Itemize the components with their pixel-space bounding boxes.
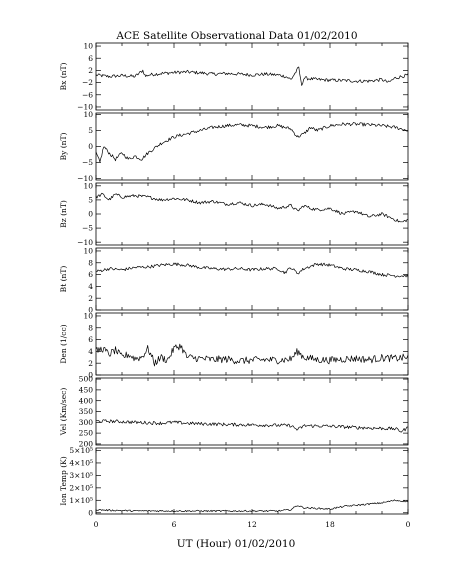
panel-frame <box>95 312 409 376</box>
y-tick-label: −10 <box>77 238 93 247</box>
data-trace <box>95 499 409 513</box>
y-tick-label: 10 <box>83 181 93 190</box>
y-tick-label: 4 <box>88 347 93 356</box>
y-axis-label: Ion Temp (K) <box>59 456 68 505</box>
y-axis-label: Den (1/cc) <box>59 324 68 363</box>
y-tick-label: 10 <box>83 110 93 119</box>
y-tick-label: −10 <box>77 174 93 183</box>
y-tick-label: 350 <box>79 407 94 416</box>
x-tick-label: 18 <box>325 520 335 529</box>
chart-title: ACE Satellite Observational Data 01/02/2… <box>115 30 357 42</box>
y-tick-label: −10 <box>77 103 93 112</box>
panel-3: −10 −5 0 5 10 Bz (nT) <box>59 181 409 247</box>
y-tick-label: 8 <box>88 258 93 267</box>
panel-5: 0 2 4 6 8 10 Den (1/cc) <box>59 312 409 380</box>
data-trace <box>95 343 409 367</box>
y-tick-label: 10 <box>83 42 93 51</box>
y-tick-label: 0 <box>88 371 93 380</box>
y-tick-label: 10 <box>83 247 93 256</box>
y-tick-label: 2 <box>88 359 93 368</box>
y-tick-label: −5 <box>82 158 93 167</box>
x-axis: 0 6 12 18 0 <box>94 520 411 529</box>
y-tick-label: 400 <box>79 396 94 405</box>
y-tick-label: 0 <box>88 210 93 219</box>
y-tick-label: 6 <box>88 335 93 344</box>
panel-frame <box>95 377 409 446</box>
y-tick-label: 8 <box>88 323 93 332</box>
y-axis-label: Bx (nT) <box>59 63 68 91</box>
y-axis-label: Bz (nT) <box>59 200 68 228</box>
y-tick-label: 450 <box>79 385 94 394</box>
y-tick-label: 500 <box>79 375 94 384</box>
y-tick-label: 5×10⁵ <box>69 446 93 455</box>
y-tick-label: 6 <box>88 270 93 279</box>
y-tick-label: 5 <box>88 196 93 205</box>
panels: −10 −6 −2 2 6 10 Bx (nT) −10 −5 0 5 10 By (nT) −10 −5 0… <box>59 42 409 517</box>
panel-2: −10 −5 0 5 10 By (nT) <box>59 110 409 183</box>
y-tick-label: 6 <box>88 54 93 63</box>
data-trace <box>95 122 409 163</box>
y-tick-label: 2 <box>88 294 93 303</box>
x-tick-label: 6 <box>172 520 177 529</box>
y-tick-label: −5 <box>82 224 93 233</box>
y-tick-label: 2 <box>88 66 93 75</box>
panel-4: 0 2 4 6 8 10 Bt (nT) <box>59 247 409 315</box>
y-tick-label: 3×10⁵ <box>69 471 93 480</box>
y-tick-label: −6 <box>82 90 93 99</box>
y-tick-label: 250 <box>79 429 94 438</box>
y-tick-label: 200 <box>79 440 94 449</box>
panel-1: −10 −6 −2 2 6 10 Bx (nT) <box>59 42 409 112</box>
y-tick-label: 2×10⁵ <box>69 483 93 492</box>
y-tick-label: 5 <box>88 126 93 135</box>
x-tick-label: 12 <box>247 520 257 529</box>
panel-frame <box>95 247 409 311</box>
x-tick-label: 0 <box>94 520 99 529</box>
y-tick-label: 0 <box>88 306 93 315</box>
x-axis-label: UT (Hour) 01/02/2010 <box>177 538 296 550</box>
y-axis-label: By (nT) <box>59 133 68 161</box>
y-axis-label: Vel (Km/sec) <box>59 388 68 437</box>
y-axis-label: Bt (nT) <box>59 266 68 293</box>
y-tick-label: 1×10⁵ <box>69 496 93 505</box>
y-tick-label: 10 <box>83 312 93 321</box>
y-tick-label: 0 <box>88 508 93 517</box>
y-tick-label: 4 <box>88 282 93 291</box>
panel-frame <box>95 182 409 246</box>
y-tick-label: 0 <box>88 142 93 151</box>
data-trace <box>95 66 409 86</box>
y-tick-label: 4×10⁵ <box>69 459 93 468</box>
y-tick-label: −2 <box>82 78 93 87</box>
data-trace <box>95 262 409 278</box>
data-trace <box>96 419 409 433</box>
data-trace <box>95 192 409 223</box>
y-tick-label: 300 <box>79 418 94 427</box>
x-tick-label: 0 <box>406 520 411 529</box>
